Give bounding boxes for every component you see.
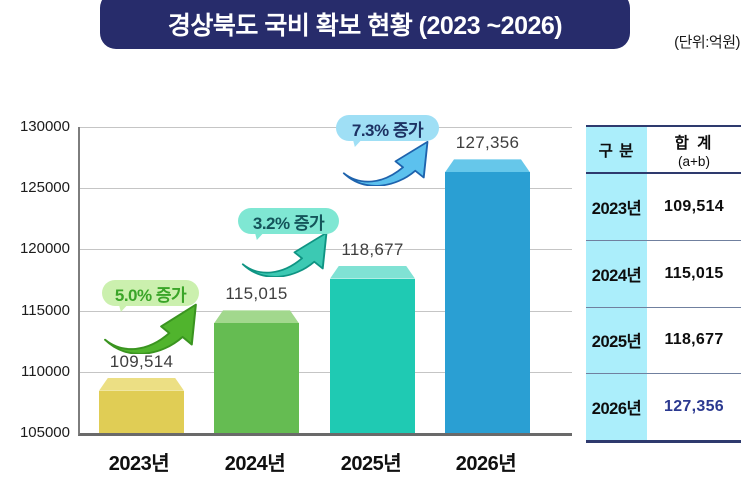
increase-arrow-icon	[241, 231, 328, 277]
table-header-row: 구 분 합 계 (a+b)	[586, 127, 741, 174]
gridline	[80, 372, 572, 373]
increase-badge-7pct: 7.3% 증가	[336, 115, 439, 141]
bar-2026: 127,356	[445, 133, 530, 433]
table-header-category: 구 분	[586, 127, 647, 172]
title-banner: 경상북도 국비 확보 현황 (2023 ~2026)	[100, 0, 630, 49]
table-value-cell: 118,677	[647, 307, 741, 374]
x-axis-label-2024: 2024년	[224, 453, 286, 475]
x-axis-label-2025: 2025년	[340, 453, 402, 475]
table-row: 2023년 109,514	[586, 174, 741, 240]
increase-badge-5pct: 5.0% 증가	[102, 280, 199, 306]
y-axis-tick: 110000	[21, 363, 70, 380]
bar-value-label: 109,514	[109, 351, 174, 371]
gridline	[80, 311, 572, 312]
increase-arrow-icon	[342, 140, 429, 186]
page-title: 경상북도 국비 확보 현황 (2023 ~2026)	[167, 11, 563, 40]
bar-body	[99, 390, 184, 433]
y-axis-tick: 125000	[19, 179, 70, 196]
gridline	[80, 127, 572, 128]
bar-value-label: 118,677	[341, 239, 404, 259]
y-axis-tick: 105000	[19, 424, 70, 441]
gridline	[80, 188, 572, 189]
y-axis-tick: 130000	[19, 118, 70, 135]
bar-value-label: 127,356	[455, 133, 520, 153]
y-axis-tick: 115000	[21, 302, 70, 319]
bar-top-cap	[214, 310, 299, 323]
x-axis-label-2023: 2023년	[108, 453, 170, 475]
bar-2023: 109,514	[99, 352, 184, 433]
table-header-total: 합 계 (a+b)	[647, 127, 741, 172]
table-year-cell: 2026년	[586, 374, 647, 440]
table-value-cell: 109,514	[647, 174, 741, 240]
table-row: 2024년 115,015	[586, 239, 741, 307]
table-row: 2025년 118,677	[586, 306, 741, 374]
bar-top-cap	[99, 378, 184, 391]
bar-body	[330, 278, 415, 433]
table-header-total-line1: 합 계	[674, 134, 714, 152]
table-year-cell: 2024년	[586, 240, 647, 307]
bar-value-label: 115,015	[225, 284, 288, 304]
table-year-cell: 2025년	[586, 307, 647, 374]
x-axis-label-2026: 2026년	[455, 453, 517, 475]
bar-2025: 118,677	[330, 240, 415, 433]
summary-table: 구 분 합 계 (a+b) 2023년 109,514 2024년 115,01…	[586, 125, 741, 443]
bar-top-cap	[445, 159, 530, 172]
increase-badge-3pct: 3.2% 증가	[238, 208, 339, 234]
bar-body	[445, 172, 530, 433]
increase-arrow-icon	[104, 303, 197, 354]
y-axis-tick: 120000	[19, 240, 70, 257]
bar-body	[214, 323, 299, 433]
gridline	[80, 249, 572, 250]
table-value-cell: 127,356	[647, 374, 741, 440]
bar-chart-plot: 109,514 115,015 118,677 127,356	[78, 127, 572, 436]
table-header-total-line2: (a+b)	[678, 153, 710, 169]
table-row: 2026년 127,356	[586, 373, 741, 440]
bar-top-cap	[330, 266, 415, 279]
bar-2024: 115,015	[214, 284, 299, 433]
table-value-cell: 115,015	[647, 240, 741, 307]
table-year-cell: 2023년	[586, 174, 647, 240]
unit-label: (단위:억원)	[674, 34, 740, 51]
